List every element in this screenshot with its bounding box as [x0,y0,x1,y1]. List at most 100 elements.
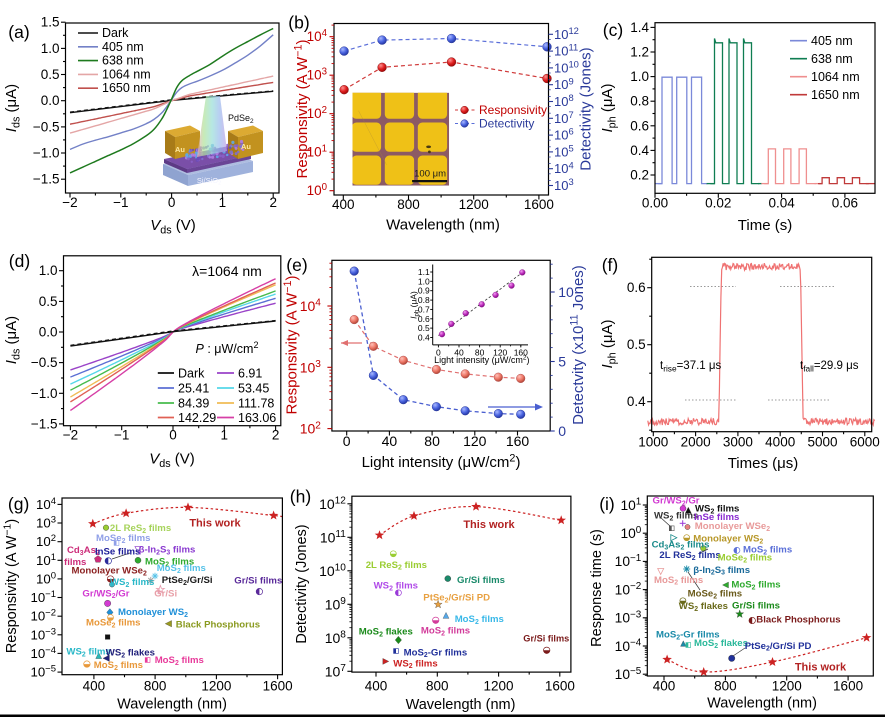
svg-text:638 nm: 638 nm [811,52,853,66]
svg-text:Responsivity (A W−1​): Responsivity (A W−1​) [3,519,21,653]
svg-text:400: 400 [365,679,388,694]
svg-text:−1.5: −1.5 [31,416,58,431]
svg-text:Gr/Si films: Gr/Si films [457,575,505,586]
svg-text:80: 80 [475,347,485,357]
svg-text:Detectvity (x1011​ Jones): Detectvity (x1011​ Jones) [568,265,587,425]
svg-text:Detectivity (Jones): Detectivity (Jones) [294,524,310,643]
svg-text:InSe films: InSe films [694,512,739,523]
svg-text:InSe films: InSe films [95,547,140,558]
svg-text:(b): (b) [288,13,309,33]
svg-text:Vds​ (V): Vds​ (V) [149,451,195,470]
svg-text:−0.5: −0.5 [33,119,60,134]
svg-text:MoS2​-Gr films: MoS2​-Gr films [404,647,468,659]
svg-text:(g): (g) [8,494,29,514]
svg-text:100 μm: 100 μm [414,169,446,180]
svg-text:Gr/Si films: Gr/Si films [732,601,780,612]
svg-text:−1: −1 [114,428,129,443]
svg-text:films: films [64,557,86,568]
svg-text:(f): (f) [602,255,619,275]
svg-text:0.6: 0.6 [630,118,649,133]
svg-text:Monolayer WS2​: Monolayer WS2​ [693,534,763,546]
svg-text:25.41: 25.41 [178,382,209,396]
svg-text:1600: 1600 [833,678,863,693]
svg-text:Times (μs): Times (μs) [728,455,799,472]
svg-text:Responsivity (A W−1​): Responsivity (A W−1​) [282,275,301,414]
svg-text:1650 nm: 1650 nm [811,88,860,102]
svg-text:1650 nm: 1650 nm [102,81,151,95]
svg-text:Responsivity: Responsivity [479,103,547,117]
svg-text:WS2​ films: WS2​ films [654,511,698,523]
svg-text:−1: −1 [113,195,128,210]
svg-text:0.6: 0.6 [627,280,646,295]
svg-text:1.0: 1.0 [418,276,430,286]
svg-text:Au: Au [175,145,185,154]
svg-text:1.0: 1.0 [630,69,649,84]
svg-text:(e): (e) [286,255,307,275]
svg-text:405 nm: 405 nm [102,40,144,54]
svg-text:This work: This work [463,519,515,531]
svg-text:PtSe2​/Gr/Si PD: PtSe2​/Gr/Si PD [423,593,490,605]
svg-text:Gr/WS2​/Gr: Gr/WS2​/Gr [653,496,700,508]
svg-text:MoSe2​ films: MoSe2​ films [688,589,743,601]
svg-text:0.8: 0.8 [630,94,649,109]
svg-text:1000: 1000 [638,435,668,450]
svg-text:WS2​ films: WS2​ films [66,647,110,659]
svg-text:Wavelength (nm): Wavelength (nm) [386,217,500,234]
svg-text:−0.5: −0.5 [31,355,58,370]
svg-text:0.06: 0.06 [832,195,858,210]
svg-text:Detectivity: Detectivity [479,117,534,131]
svg-text:400: 400 [332,197,355,212]
svg-text:0.4: 0.4 [627,394,646,409]
svg-text:0.00: 0.00 [642,195,668,210]
svg-text:120: 120 [463,433,487,449]
svg-text:800: 800 [426,679,449,694]
svg-text:80: 80 [424,433,440,449]
svg-text:53.45: 53.45 [238,382,269,396]
svg-text:Monolayer WSe2​: Monolayer WSe2​ [695,521,770,533]
svg-text:1.4: 1.4 [630,20,649,35]
svg-text:1064 nm: 1064 nm [102,67,151,81]
svg-text:PtSe2​/Gr/Si: PtSe2​/Gr/Si [162,575,213,587]
svg-text:0.4: 0.4 [418,333,430,343]
svg-text:Dark: Dark [178,367,205,381]
svg-text:1600: 1600 [263,679,293,694]
svg-text:MoS2​ films: MoS2​ films [731,580,780,592]
svg-text:3000: 3000 [723,435,753,450]
svg-text:1200: 1200 [201,679,231,694]
svg-text:MoS2​ films: MoS2​ films [145,557,194,569]
svg-text:(h): (h) [290,487,311,507]
svg-text:Time (s): Time (s) [738,217,792,234]
svg-text:MoSe2​ films: MoSe2​ films [718,553,773,565]
svg-text:Dark: Dark [102,26,129,40]
svg-text:λ=1064 nm: λ=1064 nm [192,263,262,279]
svg-text:84.39: 84.39 [178,397,209,411]
svg-text:1.0: 1.0 [41,41,60,56]
svg-text:6.91: 6.91 [238,367,262,381]
svg-text:4000: 4000 [765,435,795,450]
svg-text:0.0: 0.0 [39,325,58,340]
svg-text:5: 5 [558,354,566,370]
svg-text:2: 2 [272,428,280,443]
svg-text:800: 800 [397,197,420,212]
svg-text:0.8: 0.8 [418,295,430,305]
svg-text:0.0: 0.0 [41,93,60,108]
svg-text:120: 120 [493,347,507,357]
svg-text:Wavelength (nm): Wavelength (nm) [707,696,817,712]
svg-text:10: 10 [558,284,574,300]
svg-text:(c): (c) [603,20,623,40]
svg-text:Monolayer WSe2​: Monolayer WSe2​ [72,566,147,578]
svg-text:This work: This work [189,518,241,530]
svg-text:1.2: 1.2 [630,45,649,60]
svg-text:160: 160 [506,433,530,449]
svg-text:40: 40 [454,347,464,357]
svg-text:Gr/Si films: Gr/Si films [523,633,569,643]
svg-text:0.2: 0.2 [630,168,649,183]
svg-text:Vds​ (V): Vds​ (V) [150,217,196,236]
svg-text:Gr/Si films: Gr/Si films [234,576,282,587]
svg-text:2L ReS2​ films: 2L ReS2​ films [366,560,427,572]
svg-text:WS2​ films: WS2​ films [393,658,437,670]
svg-text:Wavelength (nm): Wavelength (nm) [406,697,516,713]
svg-text:0.02: 0.02 [705,195,731,210]
svg-text:PtSe2​/Gr/Si PD: PtSe2​/Gr/Si PD [745,641,812,653]
svg-text:PdSe2​: PdSe2​ [228,113,254,125]
